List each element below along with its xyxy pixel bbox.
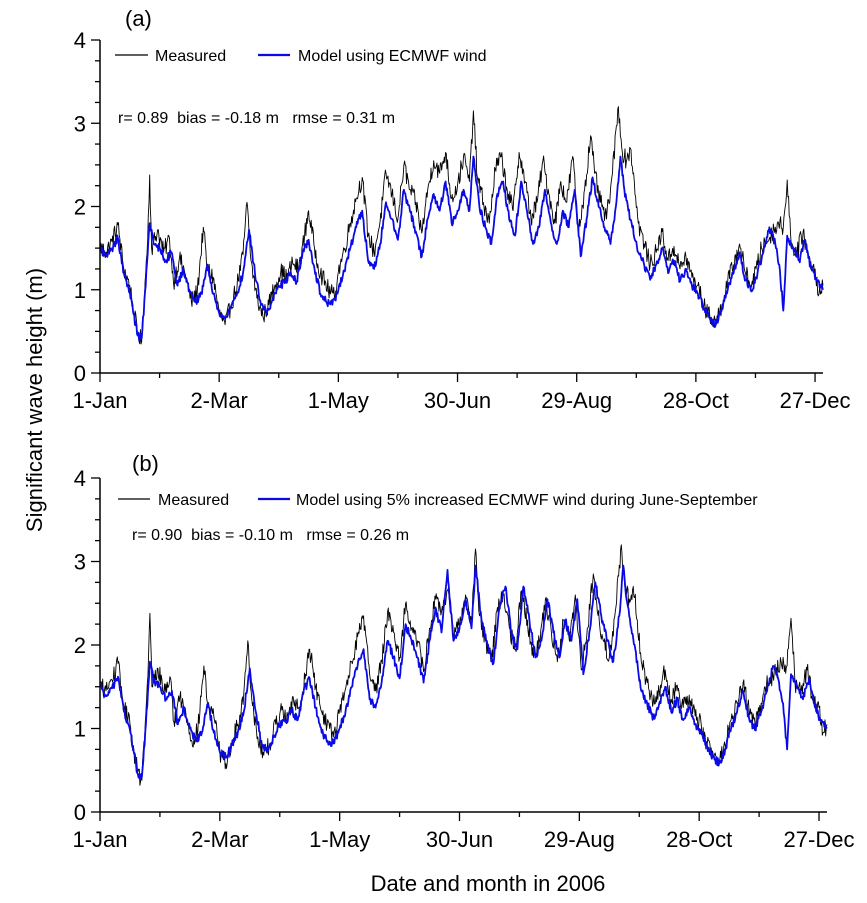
x-tick-label: 1-Jan — [72, 827, 127, 852]
x-axis-label: Date and month in 2006 — [371, 871, 606, 896]
panel-b-series — [99, 544, 828, 786]
x-tick-label: 1-May — [308, 388, 369, 413]
y-tick-label: 1 — [74, 278, 86, 303]
x-tick-label: 30-Jun — [426, 827, 493, 852]
panel-a-series — [99, 106, 824, 345]
panel-a-stats: r= 0.89 bias = -0.18 m rmse = 0.31 m — [118, 110, 395, 127]
series-model-line — [99, 155, 824, 342]
y-tick-label: 3 — [74, 550, 86, 575]
x-tick-label: 27-Dec — [784, 827, 855, 852]
legend-model-label: Model using 5% increased ECMWF wind duri… — [296, 492, 758, 509]
panel-b-label: (b) — [132, 451, 159, 476]
x-tick-label: 29-Aug — [541, 388, 612, 413]
panel-b: (b) Measured Model using 5% increased EC… — [72, 451, 854, 852]
legend-model-label: Model using ECMWF wind — [298, 48, 487, 65]
x-tick-label: 28-Oct — [666, 827, 732, 852]
y-tick-label: 2 — [74, 195, 86, 220]
legend-measured-label: Measured — [158, 492, 229, 509]
x-tick-label: 27-Dec — [780, 388, 851, 413]
x-tick-label: 2-Mar — [191, 827, 248, 852]
y-tick-label: 2 — [74, 633, 86, 658]
x-tick-label: 28-Oct — [663, 388, 729, 413]
y-tick-label: 0 — [74, 361, 86, 386]
y-tick-label: 1 — [74, 717, 86, 742]
panel-a: (a) Measured Model using ECMWF wind r= 0… — [72, 6, 850, 413]
y-axis-label: Significant wave height (m) — [22, 268, 47, 532]
panel-b-legend: Measured Model using 5% increased ECMWF … — [118, 492, 758, 509]
panel-a-legend: Measured Model using ECMWF wind — [115, 48, 487, 65]
panel-b-axes: 0 1 2 3 4 1-Jan 2-Mar 1-May 30-Jun 29-Aug 28-Oct 27… — [72, 466, 854, 852]
panel-a-label: (a) — [125, 6, 152, 31]
series-measured-line — [99, 544, 828, 786]
x-tick-label: 1-Jan — [72, 388, 127, 413]
x-tick-label: 1-May — [309, 827, 370, 852]
y-tick-label: 0 — [74, 800, 86, 825]
x-tick-label: 29-Aug — [544, 827, 615, 852]
y-tick-label: 4 — [74, 28, 86, 53]
legend-measured-label: Measured — [155, 48, 226, 65]
panel-b-stats: r= 0.90 bias = -0.10 m rmse = 0.26 m — [132, 527, 409, 544]
series-measured-line — [99, 106, 824, 345]
panel-a-axes: 0 1 2 3 4 1-Jan 2-Mar 1-May 30-Jun 29-Aug 28-Oct 27… — [72, 28, 850, 413]
x-tick-label: 2-Mar — [190, 388, 247, 413]
y-tick-label: 3 — [74, 111, 86, 136]
x-tick-label: 30-Jun — [424, 388, 491, 413]
series-model-line — [99, 564, 828, 780]
y-tick-label: 4 — [74, 466, 86, 491]
